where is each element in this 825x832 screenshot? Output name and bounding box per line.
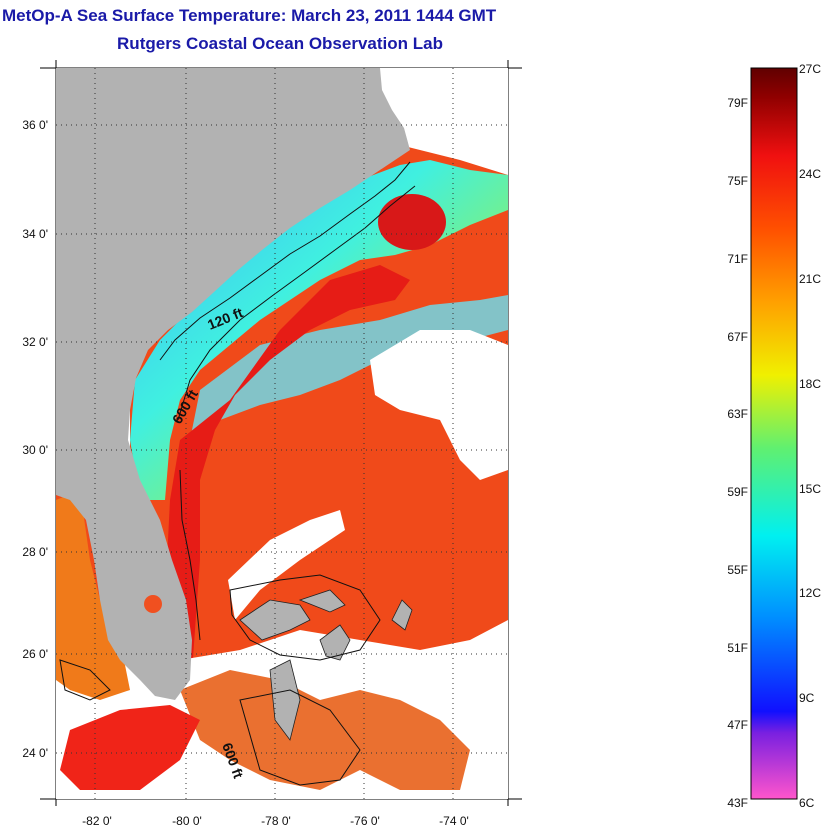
warm-core-north [378, 194, 446, 250]
lon-label: -78 0' [261, 814, 291, 828]
lon-label: -76 0' [350, 814, 380, 828]
lat-label: 26 0' [22, 647, 48, 661]
colorbar-label-c: 9C [799, 691, 815, 705]
colorbar-label-f: 55F [727, 563, 748, 577]
bathymetry-contours [59, 161, 416, 786]
lat-lon-grid [56, 68, 508, 799]
lat-label: 36 0' [22, 118, 48, 132]
colorbar [750, 67, 798, 800]
colorbar-label-c: 27C [799, 62, 822, 76]
colorbar-label-c: 18C [799, 377, 822, 391]
colorbar-label-f: 47F [727, 718, 748, 732]
map-subtitle: Rutgers Coastal Ocean Observation Lab [117, 34, 443, 53]
colorbar-label-f: 63F [727, 407, 748, 421]
lat-label: 30 0' [22, 443, 48, 457]
lon-label: -82 0' [82, 814, 112, 828]
lon-label: -74 0' [439, 814, 469, 828]
warm-gulf [56, 490, 130, 700]
colorbar-label-c: 12C [799, 586, 822, 600]
lat-label: 24 0' [22, 746, 48, 760]
colorbar-label-f: 59F [727, 485, 748, 499]
lat-label: 34 0' [22, 227, 48, 241]
cloud-streak-bahamas [228, 510, 345, 620]
lat-label: 32 0' [22, 335, 48, 349]
colorbar-label-f: 71F [727, 252, 748, 266]
colorbar-label-f: 51F [727, 641, 748, 655]
colorbar-label-c: 21C [799, 272, 822, 286]
warm-patches-south [180, 670, 470, 790]
cloud-gap-east [370, 330, 508, 480]
colorbar-label-f: 75F [727, 174, 748, 188]
lon-label: -80 0' [172, 814, 202, 828]
colorbar-label-f: 79F [727, 96, 748, 110]
colorbar-label-c: 24C [799, 167, 822, 181]
colorbar-label-c: 6C [799, 796, 815, 810]
lake-okeechobee [144, 595, 162, 613]
map-title: MetOp-A Sea Surface Temperature: March 2… [2, 6, 497, 25]
bahamas-islands [239, 589, 413, 741]
lat-label: 28 0' [22, 545, 48, 559]
colorbar-label-f: 43F [727, 796, 748, 810]
land-us-southeast [56, 68, 410, 700]
colorbar-label-f: 67F [727, 330, 748, 344]
colorbar-label-c: 15C [799, 482, 822, 496]
